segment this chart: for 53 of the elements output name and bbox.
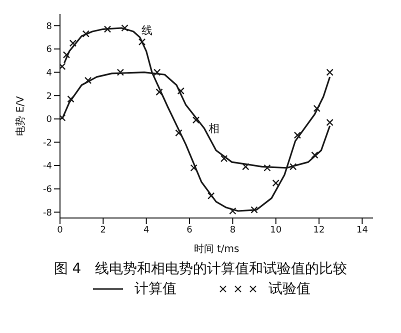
point [290,163,297,170]
y-tick-label: 6 [46,45,52,56]
point [229,207,236,215]
point [190,164,198,172]
y-tick-label: 0 [46,115,52,126]
point [220,154,228,162]
y-tick-label: -2 [43,138,52,148]
annotation: 线 [142,24,153,38]
point [326,68,334,76]
y-tick-label: 8 [46,22,52,32]
point [313,104,320,112]
point [116,68,124,76]
point [82,30,90,38]
y-tick-label: -6 [43,185,52,196]
point [250,206,258,214]
x-tick-label: 8 [230,225,236,236]
x-tick-label: 10 [270,225,282,236]
point [156,88,163,96]
y-tick-label: 4 [46,68,52,78]
point [60,114,66,122]
legend-label: 计算值 [134,280,176,298]
point [242,163,250,170]
point [121,24,128,32]
y-tick-label: -8 [43,208,52,218]
y-tick-label: -4 [43,162,52,172]
x-tick-label: 14 [356,225,368,236]
x-axis-title: 时间 t/ms [194,243,240,255]
point [311,151,318,159]
point [326,118,334,126]
x-tick-label: 2 [100,225,106,236]
y-axis-title: 电势 E/V [14,96,27,136]
point [175,129,182,137]
point [294,132,302,139]
legend-label: 试验值 [268,280,310,298]
point [84,76,92,84]
text: 图 4 线电势和相电势的计算值和试验值的比较 [52,260,348,278]
point [192,116,200,124]
x-tick-label: 4 [143,225,150,236]
point [264,164,271,172]
point [104,26,112,33]
point [67,95,74,103]
point [177,87,184,95]
point [272,179,280,187]
point [62,51,70,58]
point [138,38,146,46]
y-tick-label: 2 [46,92,52,102]
point [154,68,161,76]
x-tick-label: 12 [313,225,325,236]
x-tick-label: 6 [186,225,193,236]
annotation: 相 [208,122,220,136]
point [69,40,77,47]
x-tick-label: 0 [57,225,64,236]
point [208,192,215,200]
